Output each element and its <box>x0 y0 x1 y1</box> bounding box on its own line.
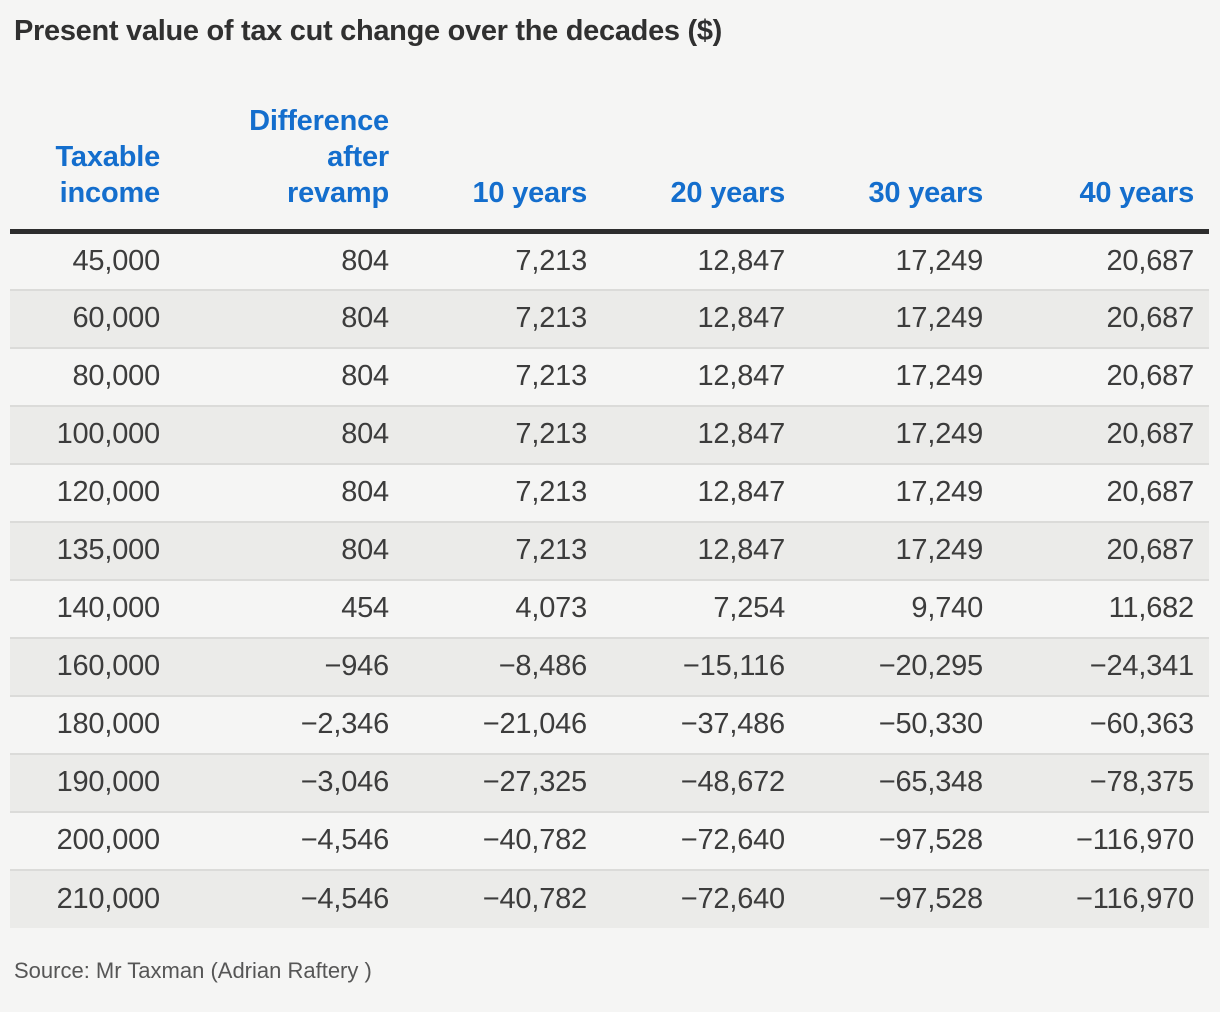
cell-taxable-income: 100,000 <box>56 418 161 450</box>
table-row: 160,000 −946 −8,486 −15,116 −20,295 −24,341 <box>10 637 1209 696</box>
table-body: 45,000 804 7,213 12,847 17,249 20,687 60,000 80… <box>10 231 1209 928</box>
cell-30-years: 17,249 <box>895 244 984 277</box>
cell-30-years: 9,740 <box>911 592 983 624</box>
table-row: 60,000 804 7,213 12,847 17,249 20,687 <box>10 289 1209 348</box>
cell-20-years: 7,254 <box>713 592 785 624</box>
data-table: Taxable income Difference after revamp 1… <box>10 48 1209 928</box>
cell-difference-after-revamp: 804 <box>341 302 389 334</box>
cell-20-years: 12,847 <box>697 476 786 508</box>
cell-difference-after-revamp: −4,546 <box>300 824 390 856</box>
cell-20-years: −72,640 <box>680 824 785 856</box>
cell-10-years: −27,325 <box>482 766 587 798</box>
cell-10-years: −8,486 <box>498 650 588 682</box>
cell-difference-after-revamp: 804 <box>341 418 389 450</box>
cell-taxable-income: 80,000 <box>72 360 161 392</box>
cell-difference-after-revamp: 804 <box>341 360 389 392</box>
cell-taxable-income: 120,000 <box>56 476 161 508</box>
cell-20-years: 12,847 <box>697 534 786 566</box>
cell-taxable-income: 60,000 <box>72 302 161 334</box>
cell-10-years: 4,073 <box>515 592 587 624</box>
cell-taxable-income: 45,000 <box>72 244 161 277</box>
col-header-difference-after-revamp: Difference after revamp <box>249 105 389 209</box>
cell-30-years: −97,528 <box>878 824 983 856</box>
cell-taxable-income: 140,000 <box>56 592 161 624</box>
cell-40-years: −116,970 <box>1075 882 1194 915</box>
table-row: 100,000 804 7,213 12,847 17,249 20,687 <box>10 405 1209 464</box>
cell-40-years: −78,375 <box>1089 766 1194 798</box>
cell-40-years: 20,687 <box>1106 302 1195 334</box>
cell-40-years: −116,970 <box>1075 824 1194 856</box>
cell-taxable-income: 160,000 <box>56 650 161 682</box>
cell-taxable-income: 190,000 <box>56 766 161 798</box>
cell-10-years: 7,213 <box>515 476 587 508</box>
cell-30-years: 17,249 <box>895 360 984 392</box>
table-row: 45,000 804 7,213 12,847 17,249 20,687 <box>10 231 1209 290</box>
cell-30-years: 17,249 <box>895 476 984 508</box>
cell-10-years: 7,213 <box>515 418 587 450</box>
cell-10-years: −40,782 <box>482 882 587 915</box>
cell-difference-after-revamp: 804 <box>341 534 389 566</box>
cell-20-years: 12,847 <box>697 418 786 450</box>
cell-difference-after-revamp: −2,346 <box>300 708 390 740</box>
cell-10-years: 7,213 <box>515 360 587 392</box>
cell-40-years: −24,341 <box>1089 650 1194 682</box>
col-header-30-years: 30 years <box>868 177 983 209</box>
col-header-40-years: 40 years <box>1079 177 1194 209</box>
cell-20-years: 12,847 <box>697 360 786 392</box>
cell-10-years: −40,782 <box>482 824 587 856</box>
cell-20-years: −48,672 <box>680 766 785 798</box>
cell-30-years: 17,249 <box>895 534 984 566</box>
cell-taxable-income: 180,000 <box>56 708 161 740</box>
table-row: 210,000 −4,546 −40,782 −72,640 −97,528 −116,9… <box>10 869 1209 928</box>
cell-10-years: 7,213 <box>515 302 587 334</box>
table-row: 180,000 −2,346 −21,046 −37,486 −50,330 −60,36… <box>10 695 1209 754</box>
cell-difference-after-revamp: 454 <box>341 592 389 624</box>
cell-taxable-income: 200,000 <box>56 824 161 856</box>
col-header-10-years: 10 years <box>472 177 587 209</box>
cell-10-years: 7,213 <box>515 244 587 277</box>
cell-20-years: 12,847 <box>697 302 786 334</box>
cell-difference-after-revamp: −4,546 <box>300 882 390 915</box>
cell-40-years: 20,687 <box>1106 244 1195 277</box>
table-row: 120,000 804 7,213 12,847 17,249 20,687 <box>10 463 1209 522</box>
cell-20-years: −37,486 <box>680 708 785 740</box>
header-row: Taxable income Difference after revamp 1… <box>10 48 1209 232</box>
cell-10-years: 7,213 <box>515 534 587 566</box>
cell-20-years: −72,640 <box>680 882 785 915</box>
cell-10-years: −21,046 <box>482 708 587 740</box>
table-wrap: Taxable income Difference after revamp 1… <box>10 48 1209 928</box>
cell-30-years: 17,249 <box>895 418 984 450</box>
col-header-20-years: 20 years <box>670 177 785 209</box>
table-row: 140,000 454 4,073 7,254 9,740 11,682 <box>10 579 1209 638</box>
cell-20-years: −15,116 <box>682 650 785 682</box>
cell-30-years: 17,249 <box>895 302 984 334</box>
source-note: Source: Mr Taxman (Adrian Raftery ) <box>14 957 372 983</box>
col-header-taxable-income: Taxable income <box>55 141 161 209</box>
cell-30-years: −20,295 <box>878 650 983 682</box>
cell-difference-after-revamp: 804 <box>341 244 389 277</box>
cell-40-years: −60,363 <box>1089 708 1194 740</box>
cell-40-years: 20,687 <box>1106 534 1195 566</box>
cell-40-years: 20,687 <box>1106 476 1195 508</box>
table-row: 190,000 −3,046 −27,325 −48,672 −65,348 −78,37… <box>10 753 1209 812</box>
cell-40-years: 20,687 <box>1106 418 1195 450</box>
cell-difference-after-revamp: −946 <box>324 650 389 682</box>
table-header: Taxable income Difference after revamp 1… <box>10 48 1209 232</box>
cell-difference-after-revamp: 804 <box>341 476 389 508</box>
cell-40-years: 11,682 <box>1108 592 1195 624</box>
cell-taxable-income: 210,000 <box>56 882 161 915</box>
chart-title: Present value of tax cut change over the… <box>14 15 723 47</box>
cell-20-years: 12,847 <box>697 244 786 277</box>
cell-taxable-income: 135,000 <box>56 534 161 566</box>
table-row: 200,000 −4,546 −40,782 −72,640 −97,528 −116,9… <box>10 811 1209 870</box>
table-row: 135,000 804 7,213 12,847 17,249 20,687 <box>10 521 1209 580</box>
cell-30-years: −97,528 <box>878 882 983 915</box>
cell-30-years: −65,348 <box>878 766 983 798</box>
cell-difference-after-revamp: −3,046 <box>300 766 390 798</box>
cell-30-years: −50,330 <box>878 708 983 740</box>
cell-40-years: 20,687 <box>1106 360 1195 392</box>
table-row: 80,000 804 7,213 12,847 17,249 20,687 <box>10 347 1209 406</box>
